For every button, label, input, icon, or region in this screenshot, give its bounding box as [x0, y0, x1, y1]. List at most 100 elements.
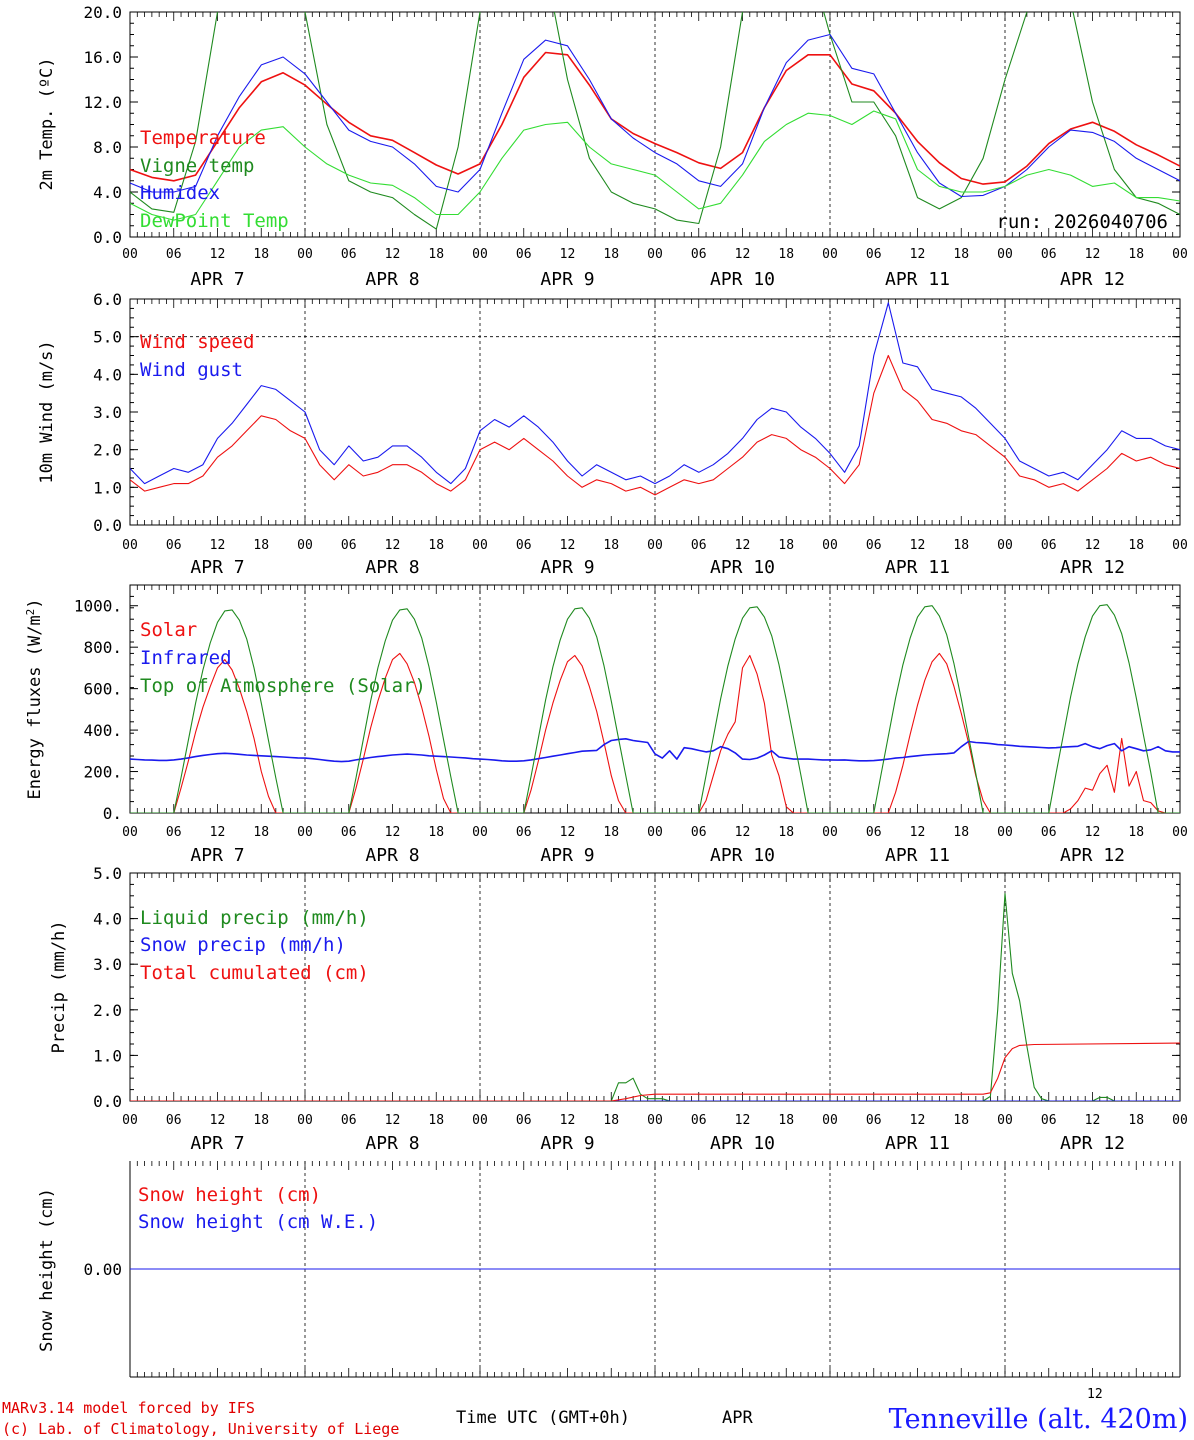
y-tick-label: 4.0: [93, 910, 122, 929]
legend-snow-height-we: Snow height (cm W.E.): [138, 1211, 378, 1233]
day-label: APR 11: [885, 269, 950, 290]
y-tick-label: 600.: [83, 680, 122, 699]
day-label: APR 12: [1060, 557, 1125, 578]
y-axis-title: Precip (mm/h): [49, 920, 69, 1053]
x-tick-label: 18: [253, 825, 269, 840]
legend-humidex: Humidex: [140, 182, 220, 204]
series-line-humidex: [130, 33, 1180, 198]
temperature-panel: 0.0 4.0 8.0 12.0 16.0 20.0 2m Temp. (ºC) 00 06 12…: [37, 3, 1188, 290]
day-label: APR 7: [190, 557, 244, 578]
y-tick-label: 2.0: [93, 1001, 122, 1020]
day-label: APR 8: [365, 845, 419, 866]
day-label: APR 11: [885, 845, 950, 866]
x-tick-label: 18: [603, 538, 619, 553]
x-tick-label: 18: [1128, 538, 1144, 553]
x-tick-label: 18: [1128, 1113, 1144, 1128]
x-tick-label: 06: [166, 825, 182, 840]
x-tick-label: 12: [1085, 825, 1101, 840]
y-tick-label: 400.: [83, 721, 122, 740]
day-label: APR 8: [365, 1133, 419, 1154]
x-tick-label: 12: [560, 538, 576, 553]
y-tick-label: 200.: [83, 763, 122, 782]
legend-dewpoint-temp: DewPoint Temp: [140, 210, 289, 232]
x-tick-label: 18: [603, 247, 619, 262]
x-tick-label: 12: [560, 825, 576, 840]
y-axis-title: Snow height (cm): [37, 1188, 57, 1352]
series-line-wind-gust: [130, 302, 1180, 485]
x-tick-label: 18: [603, 825, 619, 840]
y-tick-label: 1.0: [93, 478, 122, 497]
x-tick-label: 06: [691, 247, 707, 262]
x-tick-label: 06: [866, 1113, 882, 1128]
x-tick-label: 12: [210, 247, 226, 262]
y-tick-label: 20.0: [83, 3, 122, 22]
x-tick-label: 00: [997, 247, 1013, 262]
x-tick-label: 06: [1041, 538, 1057, 553]
x-tick-label: 06: [691, 538, 707, 553]
day-label: APR 8: [365, 557, 419, 578]
x-tick-label: 06: [866, 538, 882, 553]
x-tick-label: 06: [691, 825, 707, 840]
x-tick-label: 12: [385, 538, 401, 553]
x-tick-label: 12: [560, 247, 576, 262]
x-tick-label: 06: [866, 825, 882, 840]
x-tick-label: 00: [297, 825, 313, 840]
x-tick-label: 00: [472, 825, 488, 840]
series-line-infrared: [130, 738, 1180, 763]
x-tick-label: 00: [297, 247, 313, 262]
x-tick-label: 12: [210, 1113, 226, 1128]
day-label: APR 10: [710, 1133, 775, 1154]
y-axis-title: 10m Wind (m/s): [37, 340, 57, 483]
legend-vigne-temp: Vigne temp: [140, 155, 254, 177]
x-tick-label: 18: [953, 825, 969, 840]
day-label: APR 7: [190, 1133, 244, 1154]
legend-snow-height: Snow height (cm): [138, 1184, 321, 1206]
x-tick-label: 06: [1041, 1113, 1057, 1128]
x-tick-label: 12: [385, 247, 401, 262]
day-label: APR 10: [710, 845, 775, 866]
x-tick-label: 00: [647, 538, 663, 553]
x-tick-label: 12: [910, 1113, 926, 1128]
day-label: APR 12: [1060, 1133, 1125, 1154]
x-tick-label: 18: [603, 1113, 619, 1128]
x-tick-label: 06: [166, 538, 182, 553]
x-tick-label: 12: [735, 538, 751, 553]
y-tick-label: 16.0: [83, 48, 122, 67]
x-tick-label: 18: [778, 538, 794, 553]
x-tick-label: 06: [691, 1113, 707, 1128]
legend-temperature: Temperature: [140, 127, 266, 149]
x-tick-label: 00: [1172, 247, 1188, 262]
x-tick-label: 12: [210, 538, 226, 553]
x-tick-label: 12: [1085, 1113, 1101, 1128]
x-tick-label: 00: [647, 1113, 663, 1128]
series-line-total-cumulated-cm-: [130, 1042, 1180, 1101]
x-tick-label: 06: [341, 825, 357, 840]
legend-snow-precip: Snow precip (mm/h): [140, 934, 346, 956]
x-tick-label: 12: [1085, 538, 1101, 553]
precip-panel: 0.0 1.0 2.0 3.0 4.0 5.0 Precip (mm/h) 00 06 12 18 0…: [49, 864, 1188, 1154]
x-tick-label: 12: [210, 825, 226, 840]
x-tick-label: 00: [647, 247, 663, 262]
snow-panel: 0.00 Snow height (cm) Snow height (cm) Snow…: [37, 1161, 1181, 1378]
legend-wind-gust: Wind gust: [140, 359, 243, 381]
x-tick-label: 18: [778, 247, 794, 262]
x-tick-label: 00: [997, 825, 1013, 840]
x-tick-label: 06: [866, 247, 882, 262]
month-label: APR: [722, 1408, 753, 1428]
x-tick-label: 12: [735, 247, 751, 262]
x-tick-label: 00: [297, 1113, 313, 1128]
day-label: APR 9: [540, 269, 594, 290]
x-tick-label: 00: [997, 1113, 1013, 1128]
y-tick-label: 1.0: [93, 1046, 122, 1065]
x-tick-label: 06: [341, 247, 357, 262]
x-tick-label: 18: [953, 538, 969, 553]
x-tick-label: 18: [953, 247, 969, 262]
series-line-dewpoint-temp: [130, 110, 1180, 221]
x-tick-label: 18: [253, 247, 269, 262]
x-tick-label: 06: [166, 1113, 182, 1128]
x-tick-label: 00: [822, 1113, 838, 1128]
x-tick-label: 00: [822, 247, 838, 262]
x-tick-label: 00: [297, 538, 313, 553]
x-tick-label: 18: [428, 1113, 444, 1128]
